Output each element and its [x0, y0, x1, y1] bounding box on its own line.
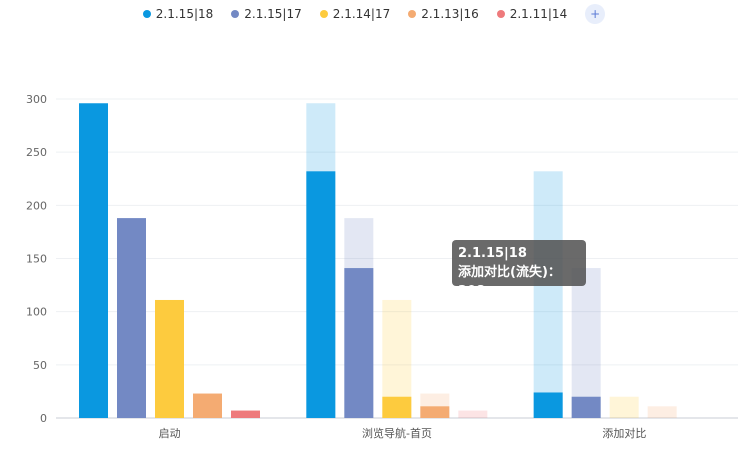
tooltip-value: 添加对比(流失)：208	[458, 265, 561, 299]
chart-tooltip: 2.1.15|18 添加对比(流失)：208	[452, 240, 586, 299]
bar-background-3-2	[647, 406, 677, 418]
legend-label-0: 2.1.15|18	[155, 7, 214, 21]
bar-3-1	[420, 406, 450, 418]
legend-label-1: 2.1.15|17	[244, 7, 302, 21]
legend-item-2[interactable]: 2.1.14|17	[319, 7, 391, 21]
legend-dot-2	[319, 10, 328, 18]
y-tick-label: 100	[26, 306, 47, 319]
legend-label-3: 2.1.13|16	[421, 7, 479, 21]
y-tick-label: 150	[26, 253, 47, 266]
legend-item-0[interactable]: 2.1.15|18	[142, 7, 214, 21]
bar-0-1	[306, 171, 336, 418]
legend-more-button[interactable]: +	[585, 4, 606, 24]
bar-1-0	[117, 218, 146, 418]
bar-4-0	[231, 410, 260, 418]
bar-0-2	[533, 392, 563, 418]
y-tick-label: 50	[33, 359, 47, 372]
chart-legend: 2.1.15|18 2.1.15|17 2.1.14|17 2.1.13|16 …	[0, 4, 748, 24]
tooltip-title: 2.1.15|18	[458, 246, 527, 261]
y-tick-label: 250	[26, 146, 47, 159]
bar-1-1	[344, 268, 374, 418]
legend-dot-4	[496, 10, 505, 18]
bar-2-1	[382, 396, 412, 418]
bar-background-4-1	[458, 410, 488, 418]
legend-dot-1	[231, 10, 240, 18]
x-tick-label: 添加对比	[602, 426, 646, 440]
legend-dot-3	[408, 10, 417, 18]
legend-item-4[interactable]: 2.1.11|14	[496, 7, 568, 21]
legend-label-4: 2.1.11|14	[509, 7, 568, 21]
y-tick-label: 200	[26, 199, 47, 212]
bar-3-0	[193, 393, 222, 418]
bar-2-0	[155, 299, 184, 418]
y-tick-label: 0	[40, 412, 47, 425]
bar-background-2-2	[609, 396, 639, 418]
legend-item-3[interactable]: 2.1.13|16	[408, 7, 479, 21]
x-tick-label: 启动	[159, 427, 181, 440]
legend-item-1[interactable]: 2.1.15|17	[231, 7, 302, 21]
bar-0-0	[79, 103, 108, 419]
x-tick-label: 浏览导航-首页	[362, 426, 432, 440]
bar-1-2	[571, 396, 601, 418]
bar-background-1-2	[571, 268, 601, 418]
bar-background-0-2	[533, 171, 563, 418]
legend-label-2: 2.1.14|17	[332, 7, 391, 21]
y-tick-label: 300	[26, 93, 47, 106]
legend-dot-0	[142, 10, 151, 18]
